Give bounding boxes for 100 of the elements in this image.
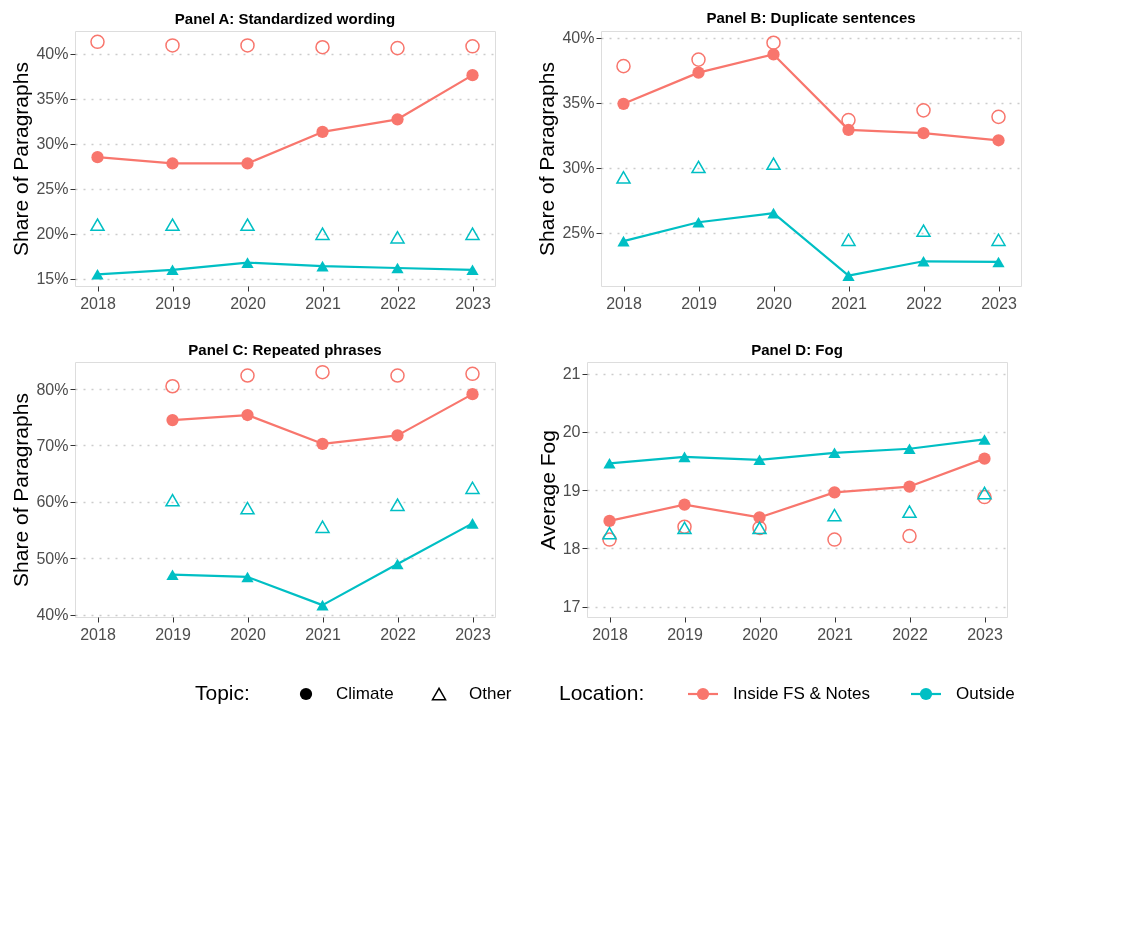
point: [165, 218, 180, 232]
point: [978, 434, 991, 445]
point: [616, 170, 631, 184]
point: [241, 571, 254, 583]
point: [166, 157, 179, 170]
point: [766, 157, 781, 171]
point: [903, 443, 916, 455]
point: [828, 447, 841, 459]
point: [917, 255, 930, 267]
x-tick-label: 2021: [305, 294, 341, 312]
y-tick-label: 20%: [36, 225, 69, 243]
point: [603, 514, 616, 528]
point: [165, 38, 180, 53]
point: [391, 113, 404, 126]
point: [603, 458, 616, 469]
point: [978, 452, 991, 465]
point: [767, 207, 780, 219]
y-tick-label: 35%: [36, 90, 69, 108]
x-tick-label: 2019: [155, 294, 191, 312]
point: [977, 489, 992, 505]
x-tick-label: 2023: [455, 625, 491, 643]
point: [166, 264, 179, 276]
point: [391, 558, 404, 570]
x-tick-label: 2021: [817, 625, 853, 643]
point: [390, 40, 405, 56]
x-tick-label: 2018: [80, 625, 116, 643]
point: [916, 224, 931, 238]
point: [678, 451, 691, 463]
point: [465, 39, 480, 54]
point: [691, 52, 706, 67]
x-tick-label: 2018: [592, 625, 628, 643]
y-tick-label: 30%: [562, 159, 595, 177]
point: [465, 366, 480, 382]
x-tick-label: 2018: [606, 294, 642, 312]
point: [827, 532, 842, 547]
y-tick-label: 30%: [36, 135, 69, 153]
point: [315, 39, 330, 55]
y-axis-title: Share of Paragraphs: [535, 62, 559, 256]
point: [390, 498, 405, 512]
text: Topic:: [195, 681, 250, 704]
point: [315, 227, 330, 241]
chart-title: Panel C: Repeated phrases: [188, 341, 382, 358]
point: [841, 112, 856, 128]
y-axis-title: Share of Paragraphs: [9, 62, 33, 256]
point: [991, 233, 1006, 247]
point: [841, 233, 856, 247]
point: [241, 257, 254, 268]
point: [766, 35, 781, 50]
point: [241, 408, 254, 422]
point: [241, 157, 254, 170]
point: [902, 505, 917, 519]
x-tick-label: 2023: [455, 294, 491, 312]
point: [91, 151, 104, 164]
y-tick-label: 21: [562, 365, 581, 383]
x-tick-label: 2020: [742, 625, 778, 643]
point: [315, 520, 330, 534]
y-tick-label: 17: [562, 598, 581, 616]
point: [466, 69, 479, 82]
x-tick-label: 2023: [967, 625, 1003, 643]
y-tick-label: 18: [562, 539, 581, 557]
point: [166, 569, 179, 580]
point: [390, 230, 405, 244]
chart-title: Panel D: Fog: [751, 341, 843, 358]
x-tick-label: 2020: [756, 294, 792, 312]
point: [617, 235, 630, 247]
y-tick-label: 35%: [562, 94, 595, 112]
x-tick-label: 2022: [380, 625, 416, 643]
point: [977, 486, 992, 500]
point: [602, 526, 617, 540]
x-tick-label: 2020: [230, 294, 266, 312]
x-tick-label: 2022: [892, 625, 928, 643]
point: [616, 58, 631, 74]
point: [767, 48, 780, 61]
legend-label: Other: [469, 684, 512, 703]
point: [617, 97, 630, 110]
point: [315, 364, 330, 380]
point: [466, 388, 479, 401]
point: [316, 599, 329, 611]
x-tick-label: 2018: [80, 294, 116, 312]
point: [602, 532, 617, 547]
x-tick-label: 2021: [305, 625, 341, 643]
y-tick-label: 80%: [36, 380, 69, 398]
y-tick-label: 19: [562, 481, 581, 499]
point: [916, 103, 931, 118]
point: [90, 218, 105, 232]
point: [466, 518, 479, 529]
y-tick-label: 40%: [36, 606, 69, 624]
point: [240, 368, 255, 383]
y-tick-label: 40%: [562, 29, 595, 47]
y-axis-title: Average Fog: [535, 430, 559, 550]
point: [902, 528, 917, 544]
legend-label: Climate: [336, 684, 394, 703]
point: [465, 227, 480, 241]
point: [240, 501, 255, 515]
point: [91, 268, 104, 280]
y-tick-label: 50%: [36, 549, 69, 567]
x-tick-label: 2020: [230, 625, 266, 643]
point: [391, 429, 404, 442]
y-tick-label: 15%: [36, 270, 69, 288]
point: [240, 218, 255, 232]
